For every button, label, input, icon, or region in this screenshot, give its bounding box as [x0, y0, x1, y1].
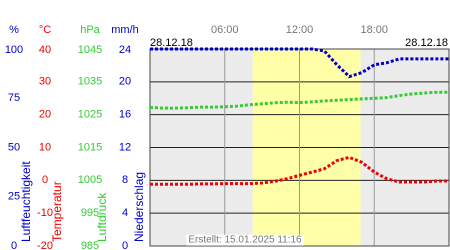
y-tick-label: 1035 — [78, 76, 102, 88]
y-tick-label: 12 — [119, 141, 131, 153]
y-tick-label: -20 — [37, 240, 53, 250]
x-tick-label: 18:00 — [360, 24, 388, 36]
y-tick-label: 1025 — [78, 109, 102, 121]
y-tick-label: 50 — [8, 141, 20, 153]
axis-title: Temperatur — [50, 181, 64, 242]
plot-border — [149, 48, 450, 247]
y-tick-label: 75 — [8, 92, 20, 104]
y-tick-label: 995 — [81, 207, 99, 219]
y-tick-label: 40 — [39, 44, 51, 56]
footer: Erstellt: 15.01.2025 11:16 — [188, 235, 302, 246]
y-tick-label: 100 — [5, 44, 23, 56]
y-tick-label: 0 — [11, 240, 17, 250]
y-tick-label: 25 — [8, 191, 20, 203]
date-left: 28.12.18 — [150, 37, 193, 49]
y-tick-label: 0 — [42, 174, 48, 186]
y-tick-label: 20 — [119, 76, 131, 88]
axis-unit: % — [9, 24, 19, 36]
y-tick-label: 20 — [39, 109, 51, 121]
y-tick-label: 985 — [81, 240, 99, 250]
axis-unit: mm/h — [111, 24, 139, 36]
y-tick-label: 0 — [122, 240, 128, 250]
axis-title: Niederschlag — [132, 172, 146, 242]
y-tick-label: 16 — [119, 109, 131, 121]
y-tick-label: 4 — [122, 207, 128, 219]
y-tick-label: 1015 — [78, 141, 102, 153]
footer-bg — [186, 234, 305, 246]
y-tick-label: 1045 — [78, 44, 102, 56]
y-tick-label: 30 — [39, 76, 51, 88]
date-right: 28.12.18 — [405, 37, 448, 49]
y-tick-label: -10 — [37, 207, 53, 219]
x-tick-label: 12:00 — [286, 24, 314, 36]
x-tick-label: 06:00 — [211, 24, 239, 36]
y-tick-label: 1005 — [78, 174, 102, 186]
axis-title: Luftdruck — [95, 192, 109, 242]
y-tick-label: 8 — [122, 174, 128, 186]
axis-unit: hPa — [80, 24, 100, 36]
axis-title: Luftfeuchtigkeit — [19, 161, 33, 242]
axis-unit: °C — [39, 24, 51, 36]
y-tick-label: 10 — [39, 141, 51, 153]
data-line — [150, 155, 449, 186]
y-tick-label: 24 — [119, 44, 131, 56]
